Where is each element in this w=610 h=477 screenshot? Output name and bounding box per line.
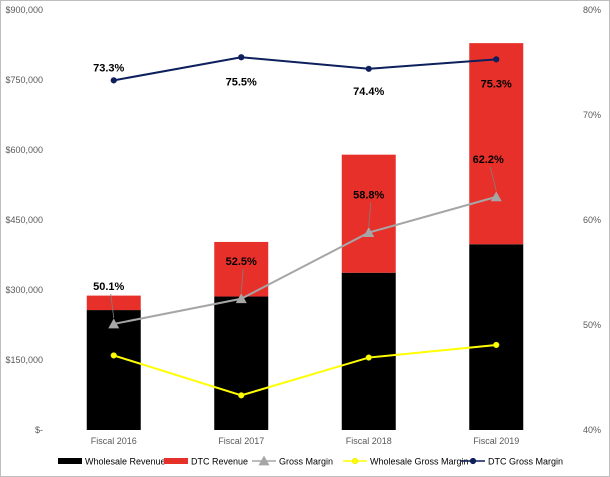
- point-dtc-gross-margin: [493, 56, 500, 63]
- data-label-wholesale-gross-margin: 47.1%: [98, 375, 129, 387]
- data-label-gross-margin: 62.2%: [473, 154, 504, 166]
- line-wholesale-gross-margin: [113, 343, 497, 397]
- x-tick-label: Fiscal 2016: [91, 436, 137, 446]
- data-label-dtc-gross-margin: 75.3%: [481, 78, 512, 90]
- point-wholesale-gross-margin: [238, 392, 245, 399]
- data-labels: 50.1% 52.5% 58.8% 62.2% 47.1% 43.3% 46.9% 48.1%…: [93, 62, 522, 389]
- label-leader-line: [368, 202, 372, 227]
- legend-label: Gross Margin: [279, 457, 333, 467]
- x-tick-label: Fiscal 2017: [218, 436, 264, 446]
- data-label-dtc-gross-margin: 74.4%: [353, 86, 384, 98]
- legend-swatch-wholesale-revenue: [58, 458, 82, 464]
- legend-label: Wholesale Gross Margin: [370, 457, 469, 467]
- line-dtc-gross-margin: [113, 56, 497, 82]
- point-dtc-gross-margin: [365, 65, 372, 72]
- point-wholesale-gross-margin: [493, 341, 500, 349]
- data-label-wholesale-gross-margin: 48.1%: [491, 365, 522, 377]
- legend: Wholesale Revenue DTC Revenue Gross Margin…: [58, 455, 563, 467]
- point-gross-margin: [363, 227, 375, 237]
- line-gross-margin: [113, 195, 497, 325]
- x-tick-label: Fiscal 2019: [473, 436, 519, 446]
- data-label-wholesale-gross-margin: 46.9%: [353, 378, 384, 390]
- legend-swatch-dtc-revenue: [164, 458, 188, 464]
- bar-wholesale-revenue: [469, 244, 524, 430]
- bar-dtc-revenue: [214, 241, 269, 297]
- data-label-gross-margin: 50.1%: [93, 281, 124, 293]
- y-left-tick-label: $-: [35, 425, 43, 435]
- data-label-gross-margin: 52.5%: [226, 256, 257, 268]
- x-axis: Fiscal 2016 Fiscal 2017 Fiscal 2018 Fiscal …: [91, 436, 520, 446]
- point-dtc-gross-margin: [238, 54, 245, 61]
- y-left-tick-label: $450,000: [5, 215, 43, 225]
- legend-marker-wholesale-gross-margin: [351, 457, 359, 465]
- y-left-tick-label: $300,000: [5, 285, 43, 295]
- y-right-tick-label: 50%: [583, 320, 601, 330]
- label-leader-line: [240, 268, 244, 293]
- data-label-gross-margin: 58.8%: [353, 190, 384, 202]
- bar-series: [86, 43, 524, 430]
- bar-wholesale-revenue: [341, 272, 396, 430]
- label-leader-line: [110, 293, 115, 318]
- legend-marker-gross-margin: [258, 455, 270, 466]
- legend-label: DTC Gross Margin: [488, 457, 563, 467]
- point-gross-margin: [490, 191, 502, 202]
- point-dtc-gross-margin: [110, 77, 117, 84]
- line-series: [108, 54, 502, 399]
- bar-dtc-revenue: [469, 43, 524, 245]
- y-left-tick-label: $150,000: [5, 355, 43, 365]
- y-right-tick-label: 80%: [583, 5, 601, 15]
- y-left-tick-label: $750,000: [5, 75, 43, 85]
- right-axis: 40% 50% 60% 70% 80%: [583, 5, 601, 435]
- bar-dtc-revenue: [341, 154, 396, 273]
- point-wholesale-gross-margin: [365, 354, 372, 361]
- y-right-tick-label: 40%: [583, 425, 601, 435]
- y-left-tick-label: $900,000: [5, 5, 43, 15]
- legend-marker-dtc-gross-margin: [469, 457, 477, 465]
- data-label-dtc-gross-margin: 75.5%: [226, 76, 257, 88]
- y-left-tick-label: $600,000: [5, 145, 43, 155]
- point-gross-margin: [108, 318, 120, 329]
- data-label-wholesale-gross-margin: 43.3%: [226, 367, 257, 379]
- y-right-tick-label: 70%: [583, 110, 601, 120]
- bar-dtc-revenue: [86, 295, 141, 311]
- legend-label: Wholesale Revenue: [85, 457, 166, 467]
- bar-wholesale-revenue: [86, 310, 141, 430]
- legend-label: DTC Revenue: [191, 457, 248, 467]
- x-tick-label: Fiscal 2018: [346, 436, 392, 446]
- data-label-dtc-gross-margin: 73.3%: [93, 62, 124, 74]
- point-gross-margin: [235, 293, 247, 304]
- label-leader-line: [489, 166, 497, 191]
- point-wholesale-gross-margin: [110, 352, 117, 359]
- y-right-tick-label: 60%: [583, 215, 601, 225]
- left-axis: $- $150,000 $300,000 $450,000 $600,000 $750,0…: [5, 5, 43, 435]
- bar-wholesale-revenue: [214, 296, 269, 430]
